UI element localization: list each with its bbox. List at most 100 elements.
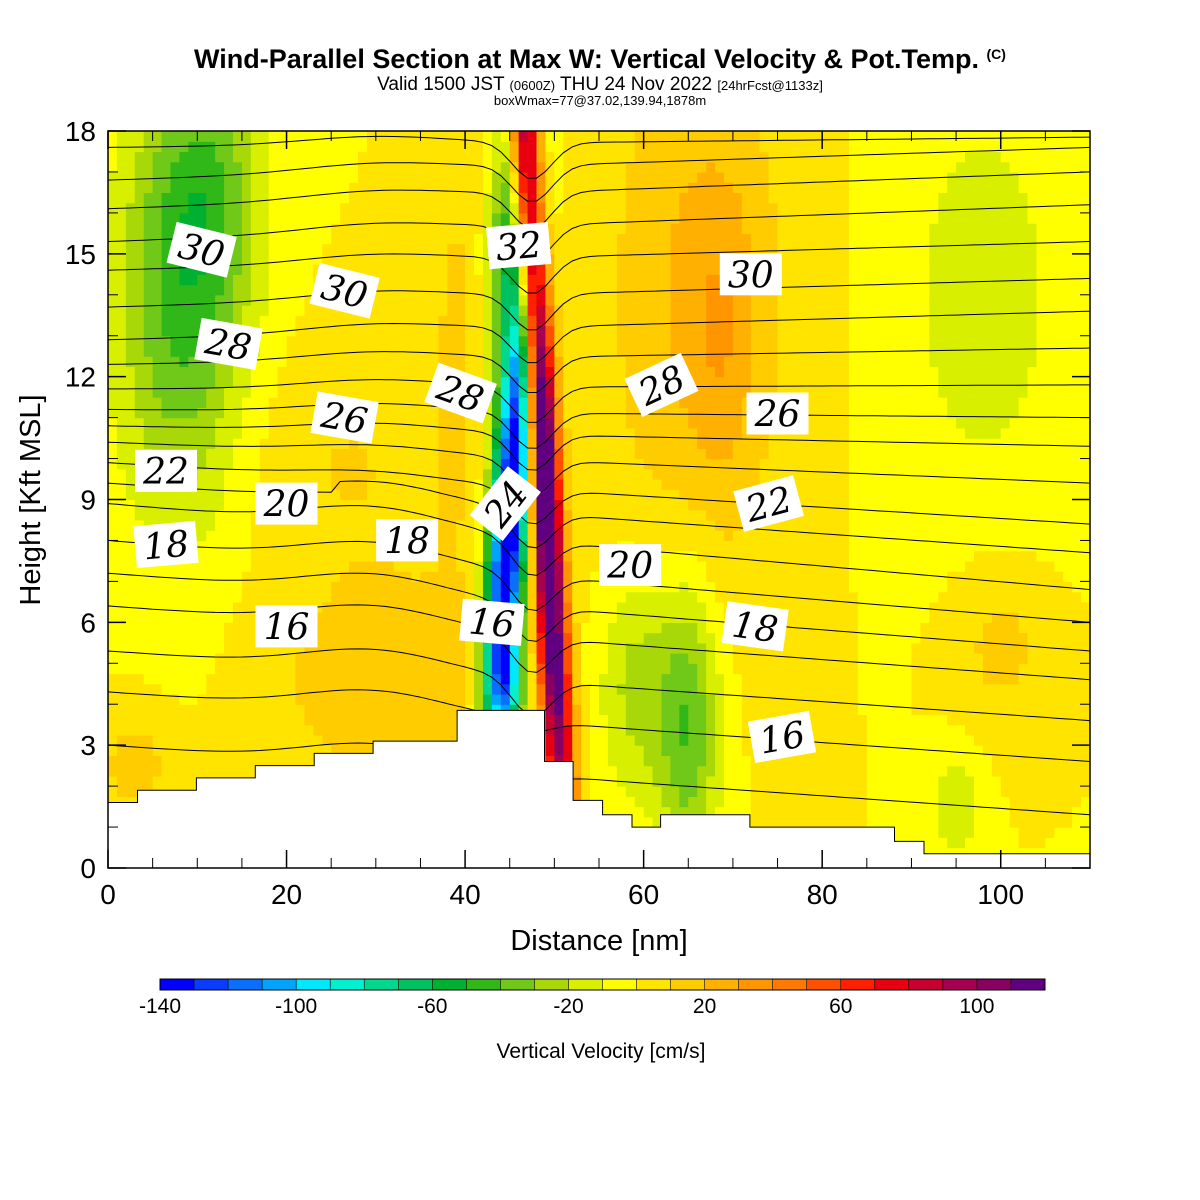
velocity-cell	[402, 417, 413, 429]
velocity-cell	[197, 714, 207, 726]
velocity-cell	[786, 796, 796, 808]
velocity-cell	[429, 632, 439, 644]
velocity-cell	[340, 683, 350, 695]
velocity-cell	[322, 509, 332, 521]
velocity-cell	[813, 734, 823, 746]
velocity-cell	[215, 519, 225, 531]
velocity-cell	[1081, 509, 1090, 521]
velocity-cell	[554, 724, 564, 736]
velocity-cell	[813, 775, 823, 787]
velocity-cell	[1018, 591, 1029, 603]
velocity-cell	[920, 663, 930, 675]
velocity-cell	[331, 438, 341, 449]
velocity-cell	[661, 775, 672, 787]
velocity-cell	[1000, 438, 1011, 449]
velocity-cell	[259, 755, 270, 767]
velocity-cell	[723, 755, 734, 767]
velocity-cell	[973, 837, 984, 849]
velocity-cell	[911, 642, 921, 654]
velocity-cell	[241, 673, 252, 685]
velocity-cell	[402, 653, 413, 664]
velocity-cell	[1000, 714, 1011, 726]
velocity-cell	[670, 775, 680, 787]
velocity-cell	[224, 540, 234, 552]
velocity-cell	[322, 632, 332, 644]
velocity-cell	[956, 519, 966, 531]
velocity-cell	[259, 683, 270, 695]
velocity-cell	[411, 591, 422, 603]
velocity-cell	[661, 714, 672, 726]
velocity-cell	[813, 632, 823, 644]
velocity-cell	[572, 642, 582, 654]
velocity-cell	[206, 693, 216, 705]
velocity-cell	[616, 693, 627, 705]
velocity-cell	[706, 693, 716, 705]
velocity-cell	[723, 724, 734, 736]
velocity-cell	[840, 519, 850, 531]
velocity-cell	[688, 612, 698, 623]
velocity-cell	[947, 448, 957, 460]
velocity-cell	[206, 397, 216, 408]
velocity-cell	[232, 438, 243, 449]
velocity-cell	[723, 745, 734, 757]
velocity-cell	[1027, 806, 1038, 818]
velocity-cell	[241, 632, 252, 644]
velocity-cell	[456, 438, 466, 449]
velocity-cell	[1045, 612, 1055, 623]
velocity-cell	[929, 622, 939, 634]
velocity-cell	[831, 438, 841, 449]
velocity-cell	[170, 653, 181, 664]
velocity-cell	[652, 642, 663, 654]
velocity-cell	[429, 417, 439, 429]
velocity-cell	[304, 653, 314, 664]
velocity-cell	[590, 601, 600, 613]
velocity-cell	[929, 550, 939, 562]
velocity-cell	[982, 786, 993, 797]
velocity-cell	[884, 786, 895, 797]
velocity-cell	[241, 755, 252, 767]
velocity-cell	[607, 745, 618, 757]
velocity-cell	[857, 591, 868, 603]
velocity-cell	[206, 601, 216, 613]
velocity-cell	[215, 530, 225, 542]
velocity-cell	[152, 683, 163, 695]
velocity-cell	[786, 642, 796, 654]
velocity-cell	[599, 775, 609, 787]
velocity-cell	[1054, 653, 1064, 664]
velocity-cell	[1000, 806, 1011, 818]
velocity-cell	[956, 530, 966, 542]
velocity-cell	[465, 591, 475, 603]
velocity-cell	[697, 448, 707, 460]
velocity-cell	[536, 571, 547, 582]
velocity-cell	[590, 581, 600, 593]
velocity-cell	[715, 448, 725, 460]
velocity-cell	[759, 581, 770, 593]
velocity-cell	[438, 693, 448, 705]
velocity-cell	[670, 417, 680, 429]
velocity-cell	[715, 509, 725, 521]
velocity-cell	[831, 540, 841, 552]
velocity-cell	[304, 663, 314, 675]
velocity-cell	[545, 499, 555, 511]
velocity-cell	[411, 622, 422, 634]
velocity-cell	[991, 427, 1002, 439]
velocity-cell	[1081, 458, 1090, 470]
velocity-cell	[456, 540, 466, 552]
velocity-cell	[295, 427, 305, 439]
velocity-cell	[973, 765, 984, 777]
velocity-cell	[161, 438, 172, 449]
velocity-cell	[357, 653, 368, 664]
velocity-cell	[518, 530, 529, 542]
velocity-cell	[572, 407, 582, 419]
velocity-cell	[777, 438, 788, 449]
velocity-cell	[224, 622, 234, 634]
velocity-cell	[866, 489, 877, 501]
velocity-cell	[268, 519, 279, 531]
velocity-cell	[393, 438, 404, 449]
velocity-cell	[224, 724, 234, 736]
velocity-cell	[813, 448, 823, 460]
velocity-cell	[634, 755, 645, 767]
velocity-cell	[706, 438, 716, 449]
velocity-cell	[590, 642, 600, 654]
velocity-cell	[750, 581, 761, 593]
